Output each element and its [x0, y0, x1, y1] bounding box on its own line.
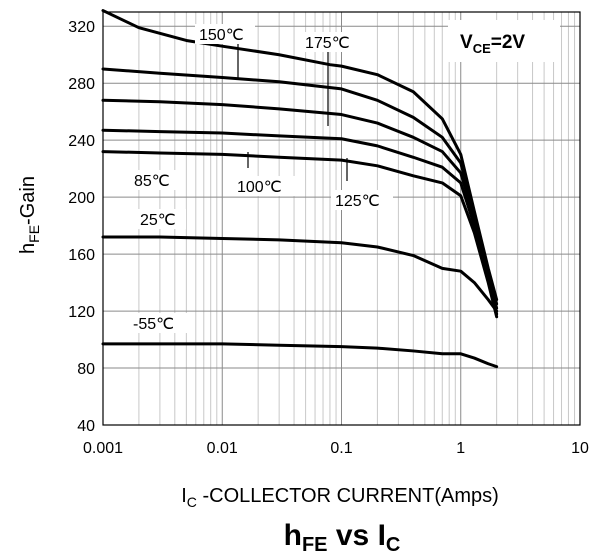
- curve-label: 150℃: [199, 27, 244, 44]
- curve-label: 100℃: [237, 179, 282, 196]
- y-tick-label: 240: [68, 133, 95, 150]
- x-tick-label: 0.1: [330, 440, 352, 457]
- curve-label-bg: [195, 24, 255, 44]
- y-tick-label: 280: [68, 76, 95, 93]
- series-layer: [101, 9, 499, 369]
- y-axis-label: hFE-Gain: [17, 176, 42, 254]
- chart-title: hFE vs IC: [284, 519, 401, 556]
- curve-label-bg: [136, 209, 186, 229]
- curve-label-bg: [331, 190, 393, 210]
- y-tick-label: 320: [68, 19, 95, 36]
- curve-label: 125℃: [335, 193, 380, 210]
- curve-labels: 150℃ 175℃ 125℃ 100℃ 25℃ -55℃ 85℃: [129, 24, 393, 333]
- plot-frame: [102, 11, 581, 426]
- series-line: [101, 98, 499, 310]
- x-tick-label: 10: [571, 440, 589, 457]
- x-axis-label: IC -COLLECTOR CURRENT(Amps): [181, 485, 499, 510]
- y-tick-label: 80: [77, 361, 95, 378]
- series-line: [101, 150, 499, 319]
- curve-label: 25℃: [140, 212, 176, 229]
- series-line: [101, 342, 499, 369]
- curve-label-bg: [130, 170, 180, 190]
- y-tick-label: 40: [77, 418, 95, 435]
- curve-label: -55℃: [133, 316, 174, 333]
- curve-label: 85℃: [134, 173, 170, 190]
- y-tick-labels: 40 80 120 160 200 240 280 320: [68, 19, 95, 435]
- y-tick-label: 120: [68, 304, 95, 321]
- y-tick-label: 200: [68, 190, 95, 207]
- curve-label-bg: [129, 313, 189, 333]
- condition-label: VCE=2V: [460, 32, 525, 56]
- x-tick-label: 0.01: [207, 440, 238, 457]
- series-line: [101, 9, 499, 302]
- x-tick-labels: 0.001 0.01 0.1 1 10: [83, 440, 589, 457]
- series-line: [101, 128, 499, 316]
- condition-box: [448, 20, 560, 62]
- series-line: [101, 235, 499, 313]
- curve-label: 175℃: [305, 35, 350, 52]
- minor-grid: [138, 12, 576, 425]
- curve-label-bg: [233, 176, 295, 196]
- x-tick-label: 0.001: [83, 440, 123, 457]
- x-tick-label: 1: [456, 440, 465, 457]
- curve-label-bg: [301, 32, 361, 52]
- y-tick-label: 160: [68, 247, 95, 264]
